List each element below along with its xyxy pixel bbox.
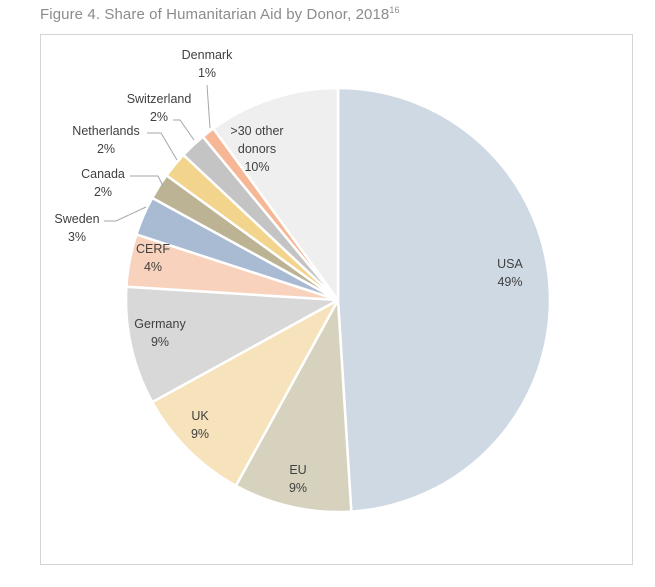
slice-value-uk: 9% xyxy=(191,427,209,441)
figure-title-text: Figure 4. Share of Humanitarian Aid by D… xyxy=(40,6,390,23)
pie-slice-usa xyxy=(336,86,552,513)
slice-label-netherlands: Netherlands xyxy=(72,124,139,138)
slice-label-usa: USA xyxy=(497,257,523,271)
slice-label-canada: Canada xyxy=(81,167,125,181)
slice-value-eu: 9% xyxy=(289,481,307,495)
pie-slice-eu xyxy=(234,298,353,514)
slice-label-eu: EU xyxy=(289,463,306,477)
leader-line-canada xyxy=(130,175,164,187)
slice-label-sweden: Sweden xyxy=(54,212,99,226)
slice-label-30-other-donors-line2: donors xyxy=(238,142,276,156)
slice-value-switzerland: 2% xyxy=(150,110,168,124)
slice-label-30-other-donors-line1: >30 other xyxy=(230,124,283,138)
slice-label-switzerland: Switzerland xyxy=(127,92,192,106)
leader-line-netherlands xyxy=(147,132,178,161)
slice-value-usa: 49% xyxy=(497,275,522,289)
leader-line-switzerland xyxy=(173,119,195,141)
slice-label-germany: Germany xyxy=(134,317,186,331)
slice-value-denmark: 1% xyxy=(198,66,216,80)
pie-slice-germany xyxy=(124,285,340,404)
slice-value-canada: 2% xyxy=(94,185,112,199)
slice-value-germany: 9% xyxy=(151,335,169,349)
slice-value-sweden: 3% xyxy=(68,230,86,244)
slice-label-cerf: CERF xyxy=(136,242,170,256)
footnote-marker: 16 xyxy=(389,5,400,15)
slice-value-netherlands: 2% xyxy=(97,142,115,156)
slice-label-denmark: Denmark xyxy=(182,48,233,62)
leader-line-denmark xyxy=(206,84,211,129)
pie-slice-30-other-donors xyxy=(212,86,340,302)
slice-value-cerf: 4% xyxy=(144,260,162,274)
leader-line-sweden xyxy=(104,206,147,222)
figure-title: Figure 4. Share of Humanitarian Aid by D… xyxy=(40,5,400,24)
pie-slice-uk xyxy=(150,298,340,488)
chart-frame xyxy=(40,34,633,565)
slice-value-30-other-donors: 10% xyxy=(244,160,269,174)
slice-label-uk: UK xyxy=(191,409,209,423)
